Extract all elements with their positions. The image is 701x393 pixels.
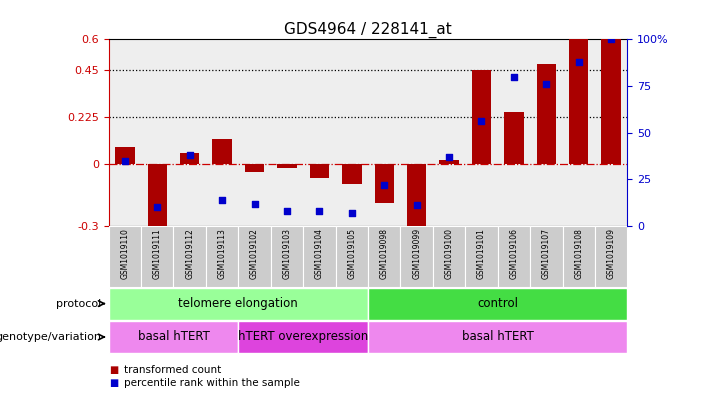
Text: percentile rank within the sample: percentile rank within the sample	[124, 378, 300, 388]
Point	[444, 154, 455, 160]
Text: control: control	[477, 297, 518, 310]
Text: GSM1019105: GSM1019105	[347, 228, 356, 279]
Bar	[407, 164, 426, 230]
Point	[379, 182, 390, 188]
Point	[119, 158, 130, 164]
Bar	[562, 226, 595, 287]
Text: GSM1019106: GSM1019106	[510, 228, 519, 279]
Text: GSM1019109: GSM1019109	[606, 228, 615, 279]
Text: GSM1019113: GSM1019113	[217, 228, 226, 279]
Point	[540, 81, 552, 87]
Bar	[595, 226, 627, 287]
Bar	[601, 39, 621, 164]
Text: basal hTERT: basal hTERT	[462, 331, 533, 343]
Text: GSM1019111: GSM1019111	[153, 228, 162, 279]
Bar	[400, 226, 433, 287]
Point	[249, 200, 260, 207]
Point	[314, 208, 325, 214]
Point	[476, 118, 487, 125]
Text: GSM1019102: GSM1019102	[250, 228, 259, 279]
Text: GSM1019108: GSM1019108	[574, 228, 583, 279]
Point	[606, 36, 617, 42]
Text: transformed count: transformed count	[124, 365, 222, 375]
Title: GDS4964 / 228141_at: GDS4964 / 228141_at	[284, 22, 452, 38]
Bar	[465, 226, 498, 287]
Text: GSM1019103: GSM1019103	[283, 228, 292, 279]
Point	[573, 59, 585, 65]
Bar	[472, 70, 491, 164]
Bar	[498, 226, 530, 287]
Text: hTERT overexpression: hTERT overexpression	[238, 331, 368, 343]
Text: GSM1019110: GSM1019110	[121, 228, 130, 279]
Text: GSM1019098: GSM1019098	[380, 228, 389, 279]
Bar	[245, 164, 264, 172]
Point	[184, 152, 196, 158]
Bar	[342, 164, 362, 184]
Bar	[569, 39, 589, 164]
Bar	[368, 288, 627, 320]
Text: GSM1019101: GSM1019101	[477, 228, 486, 279]
Bar	[271, 226, 303, 287]
Bar	[238, 226, 271, 287]
Bar	[278, 164, 297, 168]
Text: GSM1019100: GSM1019100	[444, 228, 454, 279]
Bar	[238, 321, 368, 353]
Bar	[115, 147, 135, 164]
Bar	[310, 164, 329, 178]
Point	[346, 210, 358, 216]
Bar	[206, 226, 238, 287]
Text: genotype/variation: genotype/variation	[0, 332, 102, 342]
Bar	[141, 226, 174, 287]
Point	[411, 202, 422, 209]
Bar	[368, 226, 400, 287]
Bar	[212, 139, 232, 164]
Text: GSM1019107: GSM1019107	[542, 228, 551, 279]
Point	[151, 204, 163, 211]
Bar	[374, 164, 394, 203]
Bar	[537, 64, 556, 164]
Point	[508, 73, 519, 80]
Point	[217, 196, 228, 203]
Point	[281, 208, 292, 214]
Bar	[440, 160, 458, 164]
Bar	[504, 112, 524, 164]
Bar	[530, 226, 562, 287]
Text: GSM1019099: GSM1019099	[412, 228, 421, 279]
Text: ■: ■	[109, 365, 118, 375]
Bar	[109, 321, 238, 353]
Bar	[433, 226, 465, 287]
Bar	[368, 321, 627, 353]
Text: GSM1019112: GSM1019112	[185, 228, 194, 279]
Text: protocol: protocol	[56, 299, 102, 309]
Bar	[174, 226, 206, 287]
Bar	[109, 288, 368, 320]
Bar	[336, 226, 368, 287]
Bar	[109, 226, 141, 287]
Text: basal hTERT: basal hTERT	[137, 331, 210, 343]
Bar	[147, 164, 167, 230]
Text: telomere elongation: telomere elongation	[179, 297, 298, 310]
Text: ■: ■	[109, 378, 118, 388]
Bar	[180, 153, 199, 164]
Text: GSM1019104: GSM1019104	[315, 228, 324, 279]
Bar	[303, 226, 336, 287]
